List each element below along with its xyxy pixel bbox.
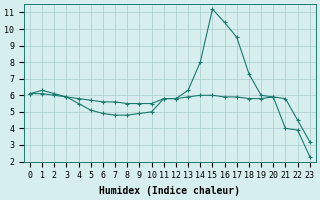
- X-axis label: Humidex (Indice chaleur): Humidex (Indice chaleur): [100, 186, 240, 196]
